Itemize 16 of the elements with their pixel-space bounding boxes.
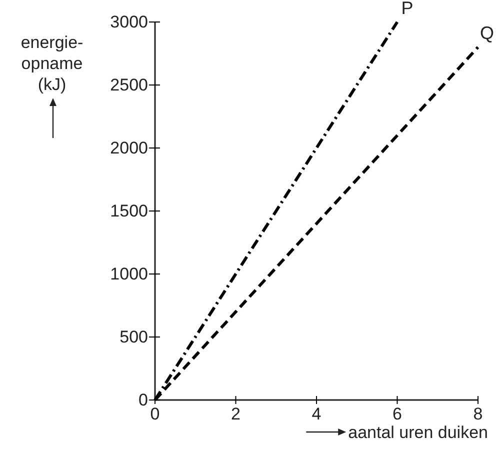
x-tick-label: 2 — [231, 404, 240, 424]
x-tick-label: 4 — [312, 404, 322, 424]
x-tick-label: 6 — [392, 404, 402, 424]
y-tick-label: 0 — [138, 390, 148, 410]
y-tick-label: 500 — [120, 327, 148, 346]
y-tick-label: 1000 — [110, 264, 148, 284]
y-tick-label: 2500 — [110, 75, 148, 94]
y-tick-label: 3000 — [110, 12, 148, 32]
y-tick-label: 2000 — [110, 138, 148, 158]
x-axis-title: aantal uren duiken — [348, 423, 488, 442]
x-tick-label: 0 — [150, 404, 160, 424]
y-tick-label: 1500 — [110, 201, 148, 220]
y-axis-title: energie- opname (kJ) — [20, 33, 84, 94]
x-tick-label: 8 — [473, 404, 483, 424]
series-label: P — [401, 0, 414, 18]
series-label: Q — [480, 23, 494, 44]
